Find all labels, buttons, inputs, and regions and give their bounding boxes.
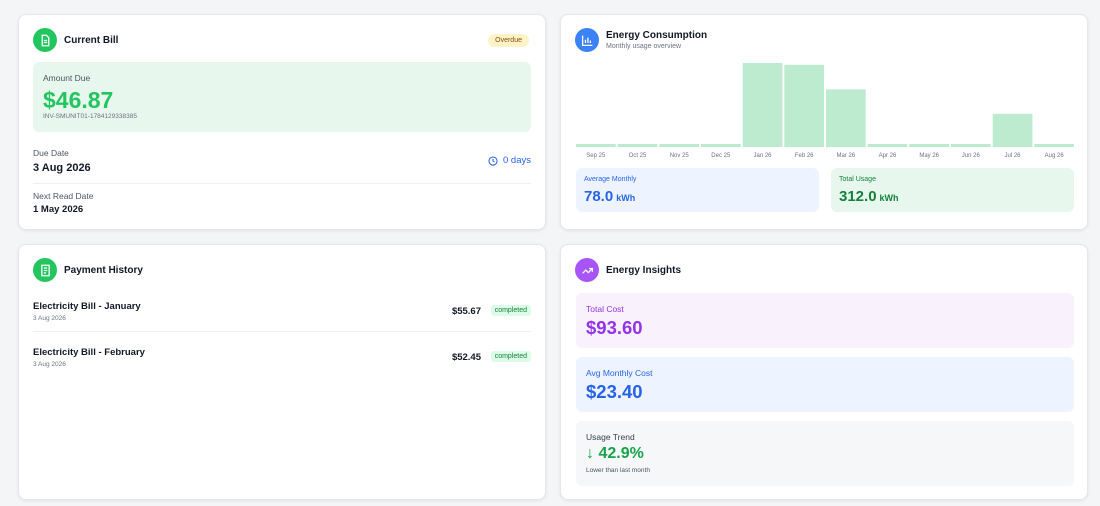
chart-x-tick-label: Sep 25 [586,153,606,159]
chart-bar[interactable] [909,144,949,147]
divider [33,331,531,332]
chart-x-tick-label: Apr 26 [879,153,897,159]
bar-chart-icon [575,28,599,52]
next-read-date-value: 1 May 2026 [33,204,84,215]
energy-consumption-title: Energy Consumption [606,30,708,41]
chart-x-tick-label: Dec 25 [711,153,731,159]
chart-bar[interactable] [617,144,658,147]
usage-trend-label: Usage Trend [586,432,635,442]
total-usage-label: Total Usage [839,176,876,183]
usage-trend-note: Lower than last month [586,467,650,474]
overdue-status-badge: Overdue [488,34,529,47]
chart-x-tick-label: Nov 25 [670,153,690,159]
payment-title: Electricity Bill - January [33,301,141,312]
average-monthly-unit: kWh [616,193,636,203]
payment-amount: $52.45 [451,352,481,363]
divider [33,183,531,184]
payment-date: 3 Aug 2026 [33,361,66,368]
trending-up-icon [575,258,599,282]
usage-trend-box: Usage Trend ↓ 42.9% Lower than last mont… [576,421,1074,486]
energy-consumption-header: Energy Consumption Monthly usage overvie… [575,28,707,52]
invoice-id: INV-SMUNIT01-1784129338385 [43,113,137,120]
energy-consumption-card: Energy Consumption Monthly usage overvie… [560,14,1088,230]
due-date-value: 3 Aug 2026 [33,162,91,174]
total-usage-unit: kWh [879,193,899,203]
amount-due-value: $46.87 [43,87,114,113]
total-usage-number: 312.0 [839,188,877,205]
energy-consumption-subtitle: Monthly usage overview [606,43,682,50]
average-monthly-label: Average Monthly [584,176,637,183]
clock-icon [488,155,498,166]
payment-history-card: Payment History Electricity Bill - Janua… [18,244,546,500]
total-usage-box: Total Usage 312.0 kWh [831,168,1074,212]
chart-bar[interactable] [784,64,824,148]
chart-x-tick-label: Mar 26 [836,153,855,159]
avg-monthly-cost-box: Avg Monthly Cost $23.40 [576,357,1074,412]
amount-due-box: Amount Due $46.87 INV-SMUNIT01-178412933… [33,62,531,132]
current-bill-title: Current Bill [64,34,119,46]
next-read-date-label: Next Read Date [33,191,94,201]
total-cost-label: Total Cost [586,304,624,314]
total-cost-value: $93.60 [586,317,643,338]
usage-trend-value: ↓ 42.9% [586,445,644,462]
chart-bar[interactable] [992,113,1033,148]
chart-bar[interactable] [659,144,699,147]
total-usage-value: 312.0 kWh [839,188,899,205]
payment-title: Electricity Bill - February [33,347,145,358]
current-bill-card: Current Bill Overdue Amount Due $46.87 I… [18,14,546,230]
payment-row[interactable]: Electricity Bill - February 3 Aug 2026 $… [33,347,531,387]
avg-monthly-cost-value: $23.40 [586,381,643,402]
document-icon [33,28,57,52]
chart-bar[interactable] [826,89,866,148]
payment-amount: $55.67 [451,306,481,317]
payment-history-header: Payment History [33,258,143,282]
chart-x-tick-label: Jul 26 [1004,153,1021,159]
energy-insights-card: Energy Insights Total Cost $93.60 Avg Mo… [560,244,1088,500]
chart-bar[interactable] [742,63,783,147]
chart-bar[interactable] [576,144,616,147]
days-remaining-value: 0 days [503,155,531,166]
payment-date: 3 Aug 2026 [33,315,66,322]
payment-history-title: Payment History [64,264,143,276]
total-cost-box: Total Cost $93.60 [576,293,1074,348]
average-monthly-box: Average Monthly 78.0 kWh [576,168,819,212]
receipt-icon [33,258,57,282]
chart-bar[interactable] [867,144,908,147]
payment-row[interactable]: Electricity Bill - January 3 Aug 2026 $5… [33,301,531,341]
chart-x-tick-label: Jan 26 [753,153,772,159]
amount-due-label: Amount Due [43,73,91,83]
chart-x-tick-label: Feb 26 [795,153,814,159]
payment-status-badge: completed [490,351,531,362]
avg-monthly-cost-label: Avg Monthly Cost [586,368,653,378]
energy-insights-title: Energy Insights [606,264,682,276]
current-bill-header: Current Bill [33,28,118,52]
average-monthly-value: 78.0 kWh [584,188,635,205]
chart-bar[interactable] [1034,144,1074,147]
chart-x-tick-label: Aug 26 [1045,153,1065,159]
chart-x-tick-label: May 26 [919,153,939,159]
energy-insights-header: Energy Insights [575,258,681,282]
average-monthly-number: 78.0 [584,188,614,205]
days-remaining: 0 days [488,155,531,166]
chart-x-tick-label: Oct 25 [629,153,647,159]
consumption-bar-chart: Sep 25 Oct 25 Nov 25 Dec 25 Jan 26 Feb 26 Mar … [576,63,1074,159]
chart-bar[interactable] [951,144,991,147]
due-date-label: Due Date [33,148,69,158]
chart-bar[interactable] [701,144,741,147]
payment-status-badge: completed [490,305,531,316]
chart-x-tick-label: Jun 26 [962,153,981,159]
